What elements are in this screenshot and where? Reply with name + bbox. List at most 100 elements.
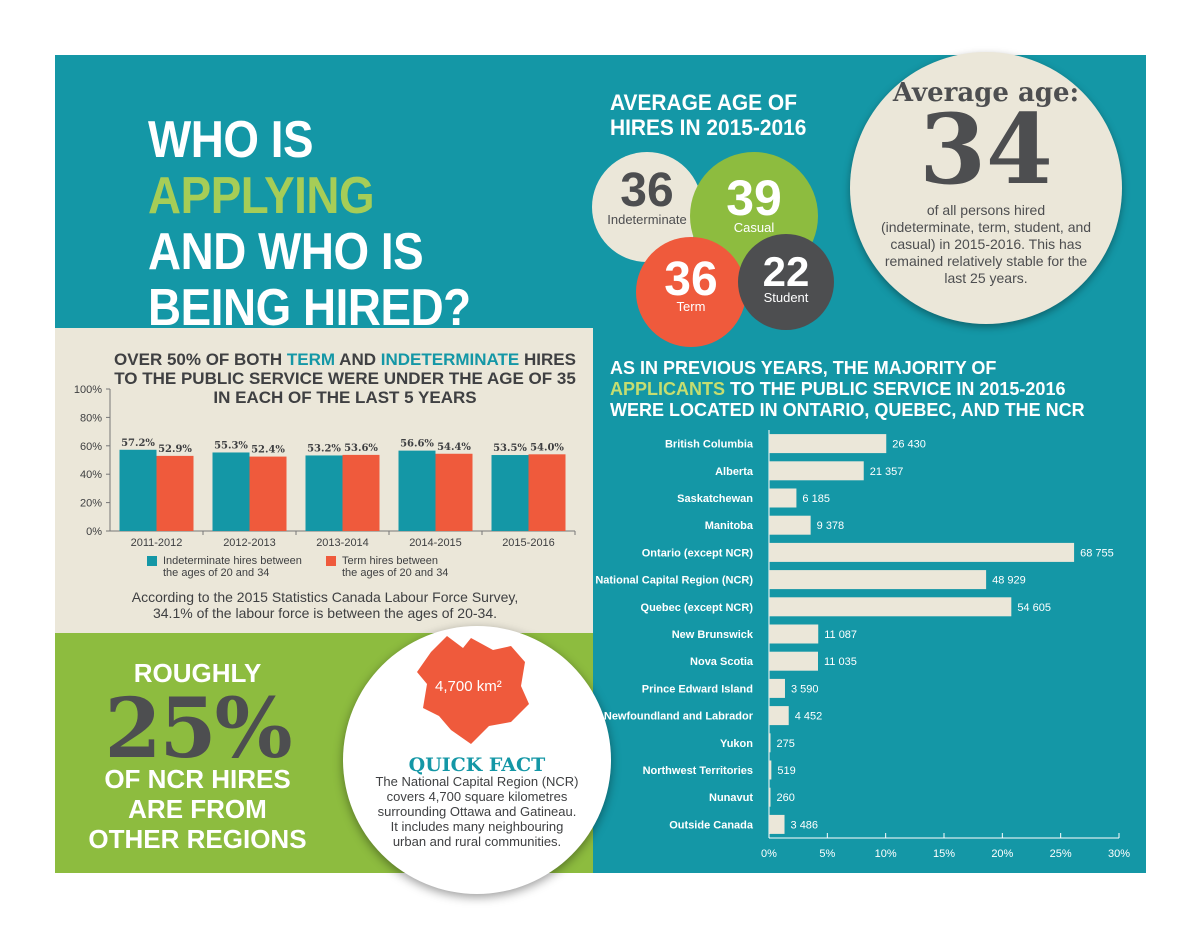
bar-term xyxy=(435,453,473,531)
bar-term xyxy=(342,454,380,531)
region-value-label: 26 430 xyxy=(892,439,926,451)
bubble-student: 22 Student xyxy=(738,234,834,330)
average-age-value: 34 xyxy=(919,93,1053,206)
region-label: Newfoundland and Labrador xyxy=(604,711,754,723)
x-tick-label: 5% xyxy=(819,848,835,860)
region-bar xyxy=(769,760,772,780)
region-bar xyxy=(769,678,785,698)
region-label: British Columbia xyxy=(665,439,754,451)
bar-data-label: 52.9% xyxy=(158,444,192,455)
ncr-line1: OF NCR HIRES xyxy=(104,764,291,794)
region-value-label: 11 035 xyxy=(824,656,857,668)
region-value-label: 68 755 xyxy=(1080,547,1114,559)
region-bar xyxy=(769,814,785,834)
region-bar xyxy=(769,515,811,535)
region-label: Nunavut xyxy=(709,792,753,804)
ncr-hires-text: OF NCR HIRES ARE FROM OTHER REGIONS xyxy=(55,764,340,854)
region-bar xyxy=(769,542,1075,562)
region-bar xyxy=(769,488,797,508)
average-age-heading-line1: AVERAGE AGE OF xyxy=(610,90,797,115)
quick-fact-title: QUICK FACT xyxy=(408,754,546,776)
bar-data-label: 56.6% xyxy=(400,439,434,450)
average-age-heading-line2: HIRES IN 2015-2016 xyxy=(610,115,807,140)
ncr-line3: OTHER REGIONS xyxy=(88,824,307,854)
applicants-title-line2: TO THE PUBLIC SERVICE IN 2015-2016 xyxy=(725,379,1066,399)
bar-term xyxy=(156,455,194,531)
applicants-chart-title: AS IN PREVIOUS YEARS, THE MAJORITY OF AP… xyxy=(610,358,1130,421)
x-tick-label: 0% xyxy=(761,848,777,860)
bar-indeterminate xyxy=(119,449,157,531)
region-label: Saskatchewan xyxy=(677,493,753,505)
title-highlight: APPLYING xyxy=(148,167,375,225)
under-35-bar-chart: 0% 20% 40% 60% 80% 100% 57.2%52.9% 2011-2012 55.… xyxy=(74,384,576,579)
legend-label: Term hires between xyxy=(342,555,438,567)
x-tick-label: 2013-2014 xyxy=(316,537,369,549)
under-35-title-indeterminate: INDETERMINATE xyxy=(380,350,520,369)
y-tick-label: 20% xyxy=(80,498,102,510)
region-label: Prince Edward Island xyxy=(642,683,753,695)
under-35-title-part2: AND xyxy=(335,350,381,369)
ncr-area-label: 4,700 km² xyxy=(435,678,502,695)
region-value-label: 275 xyxy=(777,738,795,750)
ncr-percent: 25% xyxy=(104,681,292,777)
title-line2: AND WHO IS xyxy=(148,223,424,281)
ncr-region-map-icon xyxy=(417,636,529,744)
legend-swatch xyxy=(326,556,336,566)
region-bar xyxy=(769,733,771,753)
x-tick-label: 2015-2016 xyxy=(502,537,555,549)
bubble-indeterminate-value: 36 xyxy=(620,164,674,217)
title-line3: BEING HIRED? xyxy=(148,279,471,337)
bar-indeterminate xyxy=(212,452,250,531)
ncr-region-shape xyxy=(417,636,529,744)
region-bar xyxy=(769,461,864,481)
x-tick-label: 20% xyxy=(991,848,1013,860)
bar-data-label: 53.5% xyxy=(493,443,527,454)
region-label: Quebec (except NCR) xyxy=(641,602,754,614)
region-value-label: 11 087 xyxy=(824,629,857,641)
ncr-roughly: ROUGHLY xyxy=(133,658,262,688)
bar-indeterminate xyxy=(491,455,529,531)
y-tick-label: 60% xyxy=(80,441,102,453)
x-tick-label: 2014-2015 xyxy=(409,537,462,549)
bar-data-label: 54.4% xyxy=(437,442,471,453)
region-label: Manitoba xyxy=(705,520,754,532)
y-tick-label: 100% xyxy=(74,384,102,396)
region-label: Nova Scotia xyxy=(690,656,754,668)
bubble-term-label: Term xyxy=(676,299,706,314)
bar-data-label: 53.6% xyxy=(344,443,378,454)
bubble-casual-label: Casual xyxy=(733,220,775,235)
x-tick-label: 2011-2012 xyxy=(131,537,183,549)
region-label: Ontario (except NCR) xyxy=(642,547,754,559)
region-value-label: 21 357 xyxy=(870,466,904,478)
region-label: New Brunswick xyxy=(672,629,754,641)
bar-data-label: 53.2% xyxy=(307,443,341,454)
applicants-by-region-chart: British Columbia 26 430 Alberta 21 357 Saska… xyxy=(595,430,1130,860)
title-line1: WHO IS xyxy=(148,111,314,169)
page-title: WHO IS APPLYING AND WHO IS BEING HIRED? xyxy=(148,112,535,336)
labour-force-note: According to the 2015 Statistics Canada … xyxy=(131,589,519,621)
quick-fact-circle: 4,700 km² QUICK FACT The National Capita… xyxy=(343,626,611,894)
applicants-title-line1: AS IN PREVIOUS YEARS, THE MAJORITY OF xyxy=(610,358,997,378)
bar-indeterminate xyxy=(305,455,343,531)
bubble-indeterminate-label: Indeterminate xyxy=(607,212,687,227)
bubble-casual-value: 39 xyxy=(726,170,782,226)
region-value-label: 519 xyxy=(777,765,795,777)
legend-label: the ages of 20 and 34 xyxy=(163,567,269,579)
region-bar xyxy=(769,624,819,644)
x-tick-label: 15% xyxy=(933,848,955,860)
average-age-description: of all persons hired (indeterminate, ter… xyxy=(880,202,1092,286)
region-bar xyxy=(769,651,818,671)
region-label: Alberta xyxy=(715,466,754,478)
applicants-title-line3: WERE LOCATED IN ONTARIO, QUEBEC, AND THE… xyxy=(610,400,1085,420)
legend-swatch xyxy=(147,556,157,566)
under-35-title-part1: OVER 50% OF BOTH xyxy=(114,350,287,369)
bubble-student-value: 22 xyxy=(762,248,810,295)
bar-data-label: 54.0% xyxy=(530,442,564,453)
average-age-circle: Average age: 34 of all persons hired (in… xyxy=(850,52,1122,324)
quick-fact-text: The National Capital Region (NCR) covers… xyxy=(375,774,579,849)
under-35-title-part3: HIRES TO THE PUBLIC SERVICE WERE UNDER T… xyxy=(114,350,576,407)
region-bar xyxy=(769,787,771,807)
region-value-label: 3 486 xyxy=(791,819,819,831)
under-35-chart-title: OVER 50% OF BOTH TERM AND INDETERMINATE … xyxy=(110,350,580,407)
average-age-label: Average age: xyxy=(892,78,1080,108)
